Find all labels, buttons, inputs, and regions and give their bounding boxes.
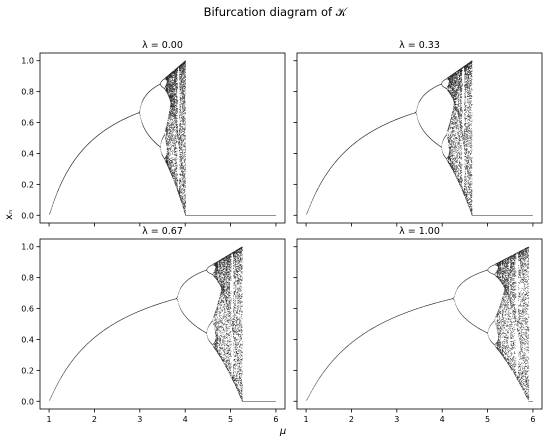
y-tick-label: 0.8 [21, 88, 34, 97]
panel-title: λ = 0.00 [142, 40, 183, 51]
bifurcation-points [49, 60, 276, 216]
axes-frame [296, 238, 543, 410]
panel-1: λ = 0.00 0.0 0.2 0.4 0.6 0.8 1.0 [21, 40, 286, 227]
x-tick-label: 3 [394, 415, 399, 424]
x-tick-label: 4 [440, 415, 445, 424]
bifurcation-points [49, 246, 276, 402]
x-tick-label: 6 [530, 415, 535, 424]
axes-frame [39, 52, 286, 224]
x-axis-label: μ [279, 426, 286, 437]
bifurcation-points [306, 246, 533, 402]
x-tick-label: 2 [349, 415, 354, 424]
bifurcation-series [306, 246, 533, 402]
panel-2: λ = 0.33 [293, 40, 543, 227]
y-tick-label: 0.2 [21, 180, 34, 189]
panels: λ = 0.00 0.0 0.2 0.4 0.6 0.8 1.0 λ = 0.33 λ = 0.… [21, 40, 543, 424]
axes-frame [296, 52, 543, 224]
panel-title: λ = 0.33 [399, 40, 440, 51]
y-axis-label: xₙ [4, 210, 15, 220]
x-tick-label: 1 [304, 415, 309, 424]
panel-title: λ = 1.00 [399, 226, 440, 237]
x-tick-label: 1 [47, 415, 52, 424]
y-tick-label: 0.6 [21, 119, 34, 128]
y-tick-label: 1.0 [21, 57, 34, 66]
figure-title: Bifurcation diagram of 𝒦 [204, 5, 349, 19]
bifurcation-points [306, 60, 533, 216]
y-tick-label: 0.4 [21, 335, 34, 344]
x-tick-label: 6 [273, 415, 278, 424]
y-tick-label: 0.4 [21, 149, 34, 158]
panel-3: λ = 0.67 1 2 3 4 5 6 0.0 0.2 0.4 0.6 0.8 1.0 [21, 226, 286, 424]
x-tick-label: 3 [137, 415, 142, 424]
y-tick-label: 0.8 [21, 274, 34, 283]
bifurcation-series [306, 60, 533, 216]
bifurcation-series [49, 246, 276, 402]
x-tick-label: 4 [183, 415, 188, 424]
y-tick-label: 0.2 [21, 366, 34, 375]
y-tick-label: 0.0 [21, 397, 34, 406]
y-tick-label: 0.0 [21, 211, 34, 220]
bifurcation-series [49, 60, 276, 216]
y-tick-label: 1.0 [21, 243, 34, 252]
panel-title: λ = 0.67 [142, 226, 183, 237]
y-tick-label: 0.6 [21, 305, 34, 314]
x-tick-label: 5 [228, 415, 233, 424]
panel-4: λ = 1.00 1 2 3 4 5 6 [293, 226, 543, 424]
x-tick-label: 5 [485, 415, 490, 424]
x-tick-label: 2 [92, 415, 97, 424]
axes-frame [39, 238, 286, 410]
